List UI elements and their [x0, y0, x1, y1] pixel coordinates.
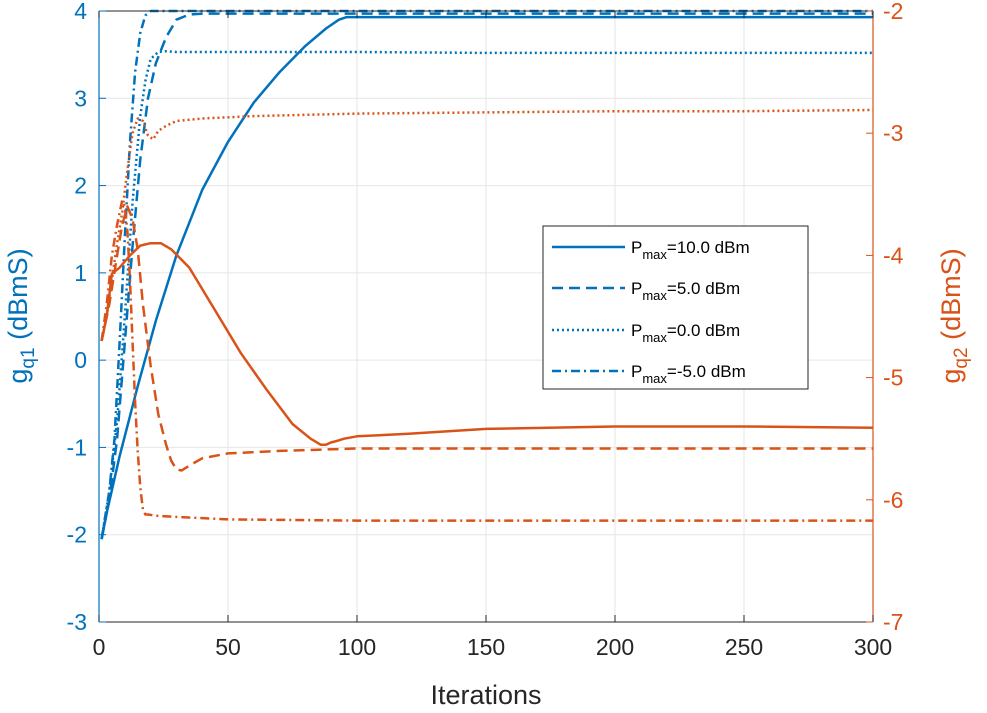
- left-tick-label: 4: [74, 0, 87, 24]
- left-tick-label: 1: [74, 260, 87, 286]
- legend-label-4: Pmax=-5.0 dBm: [631, 362, 746, 386]
- left-axis-title-sub: q1: [18, 347, 39, 368]
- x-tick-label: 150: [467, 634, 505, 660]
- right-tick-label: -2: [883, 0, 903, 24]
- series-line-right-dashdot: [100, 199, 873, 522]
- x-tick-label: 300: [854, 634, 892, 660]
- left-tick-label: 0: [74, 347, 87, 373]
- legend-label-2: Pmax=5.0 dBm: [631, 279, 740, 303]
- left-tick-label: 3: [74, 85, 87, 111]
- axes-layer: 0 50 100 150 200 250 300 -3 -2 -1 0 1 2 3 4 -7 -6 -5 -4 -3 -…: [67, 0, 904, 660]
- legend-label-1: Pmax=10.0 dBm: [631, 238, 750, 262]
- right-tick-label: -5: [883, 365, 903, 391]
- series-line-right-solid: [100, 241, 874, 447]
- left-tick-label: 2: [74, 173, 87, 199]
- x-tick-label: 250: [725, 634, 763, 660]
- right-tick-label: -7: [883, 609, 903, 635]
- left-tick-label: -1: [67, 434, 87, 460]
- legend: Pmax=10.0 dBm Pmax=5.0 dBm Pmax=0.0 dBm …: [542, 225, 809, 390]
- left-tick-label: -2: [67, 522, 87, 548]
- left-axis-title: gq1 (dBmS): [3, 248, 39, 383]
- legend-label-3: Pmax=0.0 dBm: [631, 321, 740, 345]
- x-tick-label: 100: [338, 634, 376, 660]
- right-tick-label: -4: [883, 242, 904, 268]
- x-tick-label: 200: [596, 634, 634, 660]
- right-tick-label: -6: [883, 487, 903, 513]
- right-axis-title-sub: q2: [951, 347, 972, 368]
- x-tick-label: 50: [215, 634, 241, 660]
- left-axis-title-main: g: [3, 369, 33, 384]
- left-tick-label: -3: [67, 609, 87, 635]
- right-axis-title-unit: (dBmS): [936, 248, 966, 347]
- x-tick-label: 0: [93, 634, 106, 660]
- right-tick-label: -3: [883, 120, 903, 146]
- legend-box: [542, 225, 809, 390]
- right-axis-title: gq2 (dBmS): [936, 248, 972, 383]
- x-axis-title: Iterations: [430, 680, 541, 710]
- right-axis-title-main: g: [936, 369, 966, 384]
- series-line-right-dotted: [100, 108, 874, 342]
- left-axis-title-unit: (dBmS): [3, 248, 33, 347]
- series-line-right-dashed: [100, 205, 873, 472]
